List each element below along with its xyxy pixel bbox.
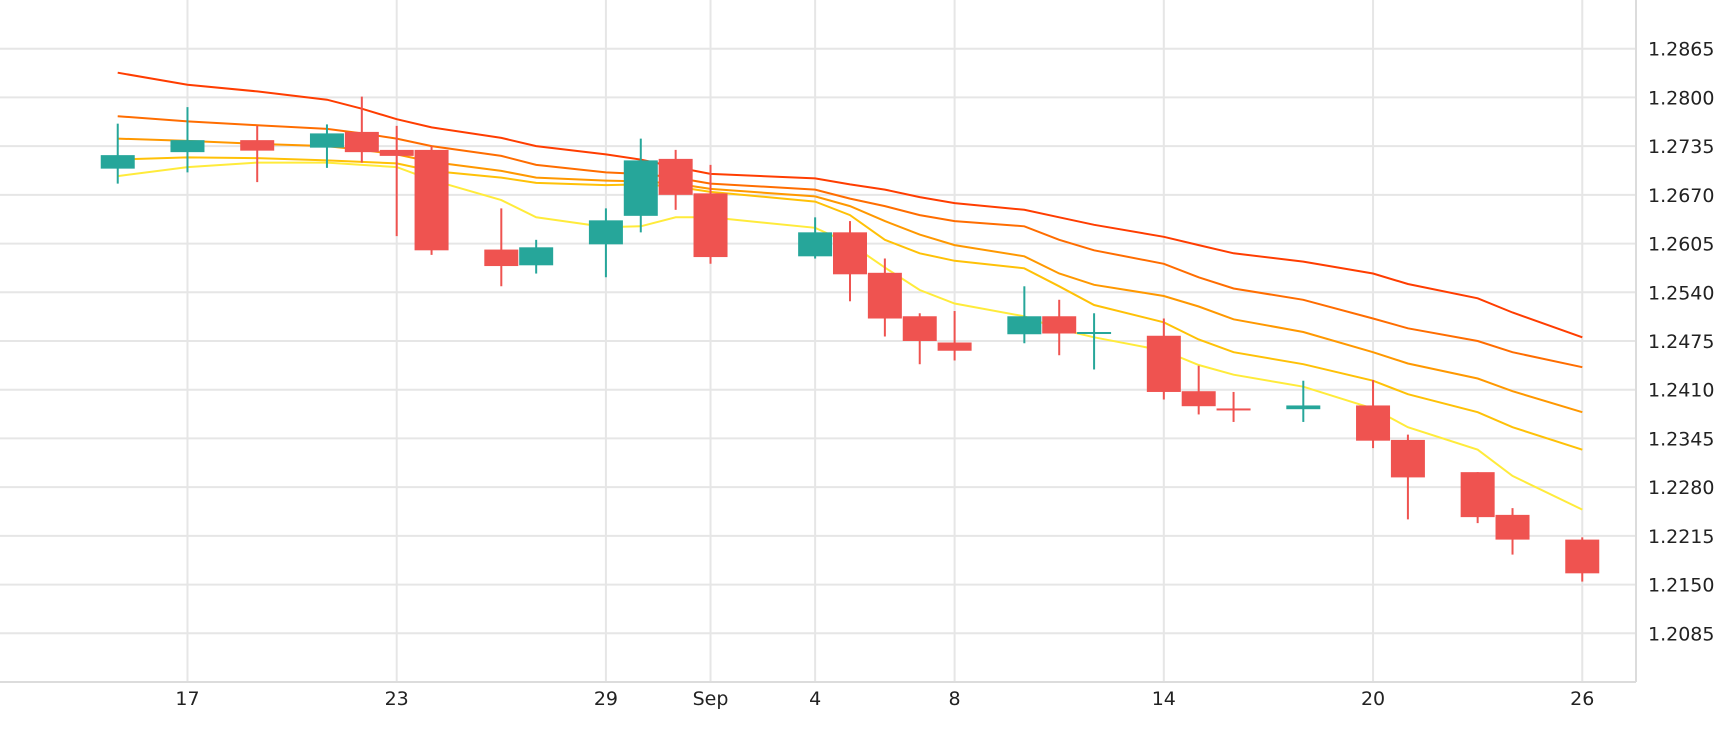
candle-body — [798, 232, 833, 257]
candle-body — [623, 160, 658, 216]
x-tick-label: 17 — [175, 688, 199, 710]
candle-body — [1181, 391, 1216, 407]
candle — [693, 164, 728, 264]
x-tick-label: 29 — [594, 688, 618, 710]
candle — [100, 123, 135, 184]
candle — [798, 217, 833, 259]
candles — [100, 96, 1600, 582]
candle-body — [867, 272, 902, 319]
candle — [1390, 434, 1425, 520]
moving-average-line — [117, 71, 1583, 339]
candle-body — [344, 131, 379, 153]
candle-body — [1007, 316, 1042, 335]
candle-body — [833, 232, 867, 275]
candle — [1007, 286, 1042, 344]
candle — [1042, 299, 1077, 356]
candle — [588, 208, 623, 278]
candle-body — [414, 149, 449, 251]
candle — [240, 125, 275, 183]
candle-body — [1286, 405, 1321, 410]
x-axis-ticks: 17 23 29 Sep 4 8 14 20 26 — [175, 688, 1594, 710]
grid-lines — [0, 0, 1637, 683]
candle-body — [1146, 335, 1181, 392]
y-tick-label: 1.2280 — [1648, 477, 1714, 499]
candle-body — [1390, 439, 1425, 478]
candle-body — [1495, 514, 1530, 540]
y-tick-label: 1.2605 — [1648, 234, 1714, 256]
candle-body — [658, 158, 693, 195]
candle-body — [693, 193, 728, 258]
y-tick-label: 1.2410 — [1648, 380, 1714, 402]
candle — [344, 96, 379, 163]
candle — [1077, 313, 1112, 370]
candle — [833, 221, 867, 302]
candle — [170, 107, 205, 173]
x-tick-label: 14 — [1152, 688, 1176, 710]
candle-body — [1460, 472, 1495, 518]
y-tick-label: 1.2865 — [1648, 39, 1714, 61]
x-tick-label: Sep — [693, 688, 729, 710]
moving-average-line — [117, 156, 1583, 451]
candle — [1565, 537, 1600, 582]
moving-average-line — [117, 115, 1583, 369]
y-tick-label: 1.2670 — [1648, 185, 1714, 207]
y-tick-label: 1.2475 — [1648, 331, 1714, 353]
y-tick-label: 1.2345 — [1648, 428, 1714, 450]
candle — [379, 125, 414, 237]
x-tick-label: 20 — [1361, 688, 1385, 710]
candle-body — [1216, 408, 1251, 411]
candle — [1181, 365, 1216, 415]
candle — [1495, 508, 1530, 555]
candle-body — [309, 133, 344, 148]
candle — [867, 258, 902, 337]
candle-body — [484, 249, 519, 267]
x-tick-label: 26 — [1570, 688, 1594, 710]
candle — [414, 146, 449, 255]
candle-body — [519, 247, 554, 266]
candle — [623, 138, 658, 233]
candle-body — [100, 155, 135, 169]
y-tick-label: 1.2800 — [1648, 87, 1714, 109]
y-tick-label: 1.2540 — [1648, 282, 1714, 304]
moving-average-line — [117, 161, 1583, 511]
candle — [1216, 391, 1251, 422]
x-tick-label: 4 — [809, 688, 821, 710]
candle — [1146, 318, 1181, 400]
candle-body — [1042, 316, 1077, 334]
candle — [1460, 472, 1495, 524]
candle — [519, 239, 554, 274]
candle-body — [379, 149, 414, 156]
candle-body — [902, 316, 937, 341]
x-tick-label: 23 — [385, 688, 409, 710]
y-tick-label: 1.2735 — [1648, 136, 1714, 158]
candle — [484, 208, 519, 287]
candle-body — [1356, 405, 1391, 441]
candle — [902, 313, 937, 365]
candle — [1356, 379, 1391, 449]
candle-body — [937, 342, 972, 351]
x-tick-label: 8 — [949, 688, 961, 710]
y-axis-ticks: 1.2865 1.2800 1.2735 1.2670 1.2605 1.2540 1.24… — [1648, 39, 1714, 646]
y-tick-label: 1.2215 — [1648, 526, 1714, 548]
y-tick-label: 1.2150 — [1648, 575, 1714, 597]
candle-body — [1565, 539, 1600, 574]
candle-body — [240, 140, 275, 151]
y-tick-label: 1.2085 — [1648, 623, 1714, 645]
candle-body — [170, 140, 205, 153]
candle — [937, 311, 972, 361]
candle — [1286, 380, 1321, 422]
candle — [309, 124, 344, 168]
candle-body — [588, 220, 623, 245]
candle — [658, 149, 693, 210]
candle-body — [1077, 332, 1112, 335]
